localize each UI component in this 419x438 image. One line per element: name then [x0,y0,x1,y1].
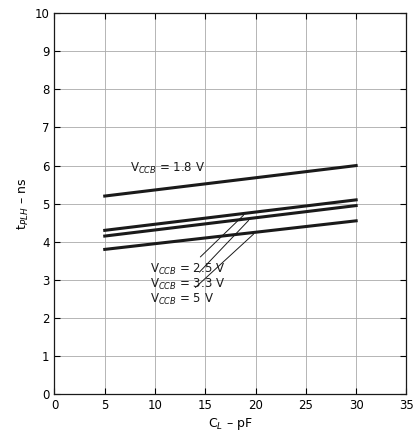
Text: V$_{CCB}$ = 2.5 V: V$_{CCB}$ = 2.5 V [150,215,243,277]
Y-axis label: t$_{PLH}$ – ns: t$_{PLH}$ – ns [16,177,31,230]
X-axis label: C$_L$ – pF: C$_L$ – pF [208,416,253,432]
Text: V$_{CCB}$ = 3.3 V: V$_{CCB}$ = 3.3 V [150,220,248,292]
Text: V$_{CCB}$ = 1.8 V: V$_{CCB}$ = 1.8 V [130,161,205,176]
Text: V$_{CCB}$ = 5 V: V$_{CCB}$ = 5 V [150,234,253,307]
